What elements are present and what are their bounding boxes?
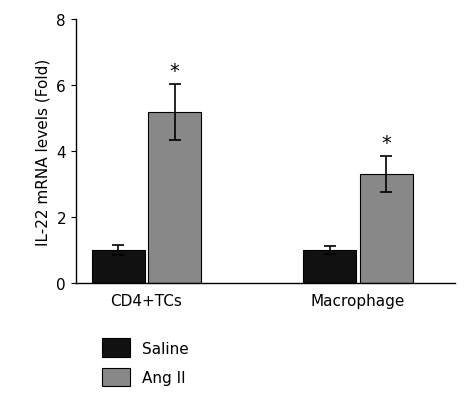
Bar bbox=[148, 112, 201, 284]
Bar bbox=[303, 251, 356, 284]
Text: *: * bbox=[381, 134, 391, 153]
Legend: Saline, Ang II: Saline, Ang II bbox=[102, 339, 189, 386]
Bar bbox=[360, 175, 413, 284]
Bar bbox=[91, 251, 145, 284]
Y-axis label: IL-22 mRNA levels (Fold): IL-22 mRNA levels (Fold) bbox=[36, 58, 51, 245]
Text: *: * bbox=[170, 62, 180, 81]
